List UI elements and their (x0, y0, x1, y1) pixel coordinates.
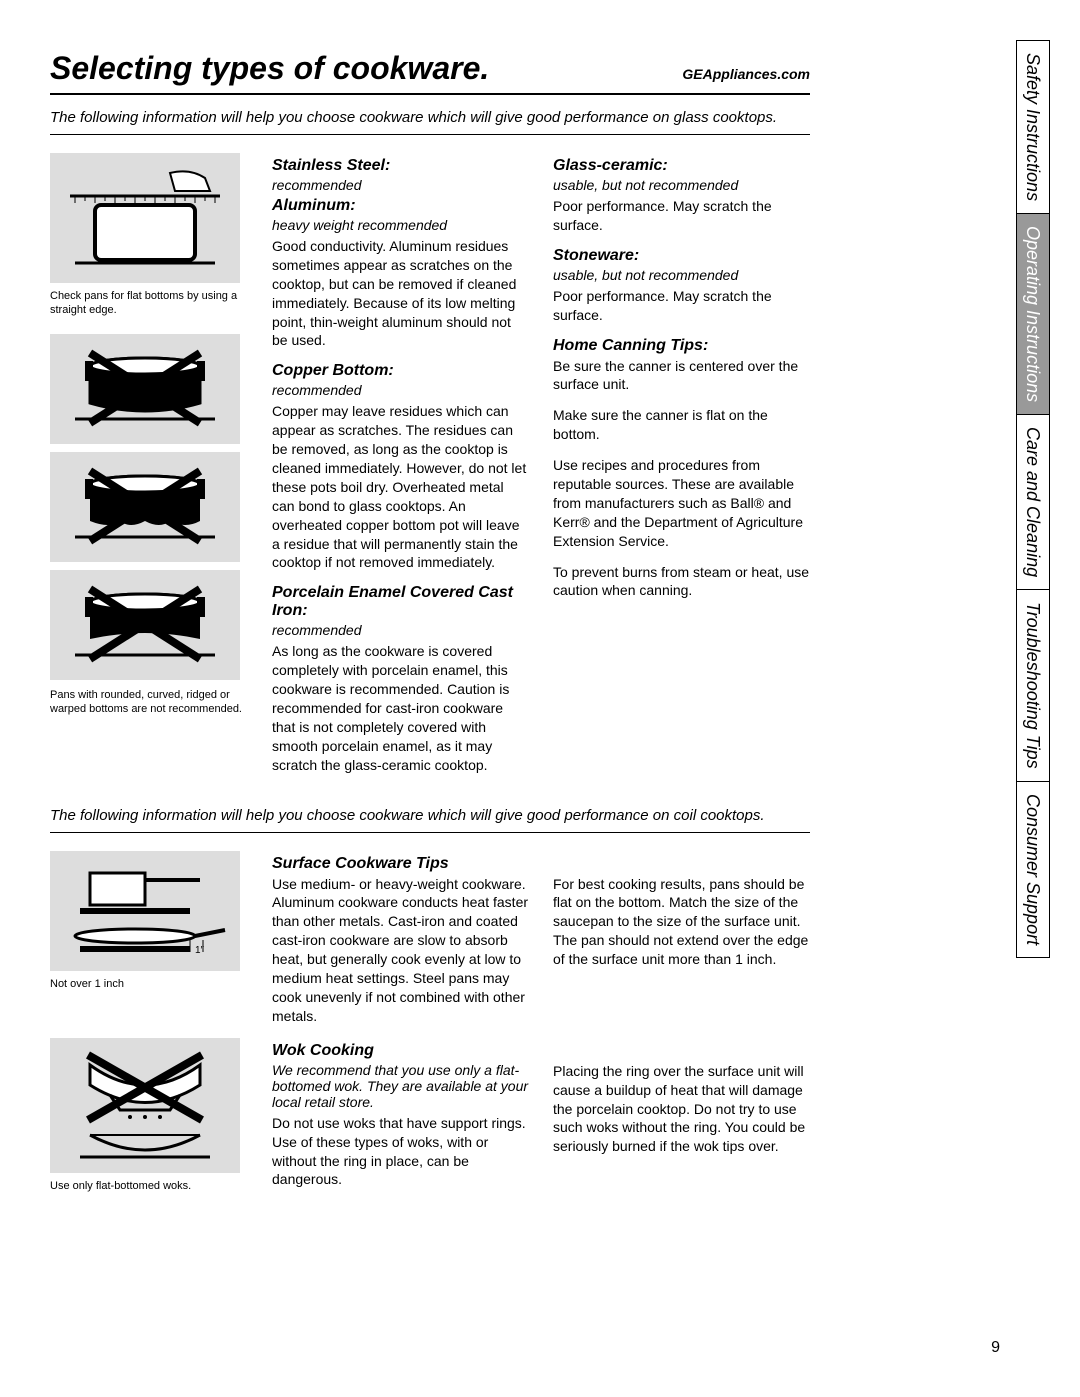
sub-stoneware: usable, but not recommended (553, 267, 810, 283)
body-aluminum: Good conductivity. Aluminum residues som… (272, 237, 529, 350)
h-glassceramic: Glass-ceramic: (553, 157, 810, 175)
h-porcelain: Porcelain Enamel Covered Cast Iron: (272, 584, 529, 620)
h-stoneware: Stoneware: (553, 247, 810, 265)
caption-bad: Pans with rounded, curved, ridged or war… (50, 688, 250, 717)
caption-wok: Use only flat-bottomed woks. (50, 1179, 250, 1193)
intro-coil: The following information will help you … (50, 807, 810, 824)
surface-row: 1″ Not over 1 inch Surface Cookware Tips… (50, 851, 810, 1038)
wok-row: Use only flat-bottomed woks. Wok Cooking… (50, 1038, 810, 1209)
intro-glass: The following information will help you … (50, 109, 810, 126)
h-aluminum: Aluminum: (272, 197, 529, 215)
figure-bad-pans (50, 334, 250, 680)
glass-col-1: Stainless Steel: recommended Aluminum: h… (272, 153, 529, 787)
figure-inch: 1″ (50, 851, 240, 971)
caption-inch: Not over 1 inch (50, 977, 250, 991)
figure-bad-1 (50, 334, 240, 444)
figure-bad-3 (50, 570, 240, 680)
tab-care[interactable]: Care and Cleaning (1016, 414, 1050, 589)
tab-troubleshooting[interactable]: Troubleshooting Tips (1016, 589, 1050, 781)
page-title: Selecting types of cookware. (50, 50, 489, 87)
canning-p4: To prevent burns from steam or heat, use… (553, 563, 810, 601)
figure-wok (50, 1038, 240, 1173)
glass-section: Check pans for flat bottoms by using a s… (50, 153, 810, 787)
sub-wok: We recommend that you use only a flat-bo… (272, 1062, 529, 1110)
surface-left: Use medium- or heavy-weight cookware. Al… (272, 875, 529, 1026)
side-tab-bar: Safety Instructions Operating Instructio… (1016, 40, 1050, 958)
divider-2 (50, 832, 810, 833)
tab-operating[interactable]: Operating Instructions (1016, 213, 1050, 414)
h-wok: Wok Cooking (272, 1042, 529, 1060)
sub-glassceramic: usable, but not recommended (553, 177, 810, 193)
wok-left: Do not use woks that have support rings.… (272, 1114, 529, 1190)
glass-col-2: Glass-ceramic: usable, but not recommend… (553, 153, 810, 787)
page-number: 9 (991, 1339, 1000, 1357)
page-content: Selecting types of cookware. GEAppliance… (0, 0, 870, 1259)
tab-safety[interactable]: Safety Instructions (1016, 40, 1050, 213)
divider (50, 134, 810, 135)
wok-right: Placing the ring over the surface unit w… (553, 1062, 810, 1156)
canning-p2: Make sure the canner is flat on the bott… (553, 406, 810, 444)
figure-bad-2 (50, 452, 240, 562)
sub-copper: recommended (272, 382, 529, 398)
figure-column: Check pans for flat bottoms by using a s… (50, 153, 250, 787)
surface-right: For best cooking results, pans should be… (553, 875, 810, 969)
body-copper: Copper may leave residues which can appe… (272, 402, 529, 572)
sub-aluminum: heavy weight recommended (272, 217, 529, 233)
body-stoneware: Poor performance. May scratch the surfac… (553, 287, 810, 325)
h-copper: Copper Bottom: (272, 362, 529, 380)
body-porcelain: As long as the cookware is covered compl… (272, 642, 529, 774)
sub-stainless: recommended (272, 177, 529, 193)
tab-support[interactable]: Consumer Support (1016, 781, 1050, 958)
brand-url: GEAppliances.com (682, 66, 810, 82)
page-header: Selecting types of cookware. GEAppliance… (50, 50, 810, 95)
body-glassceramic: Poor performance. May scratch the surfac… (553, 197, 810, 235)
caption-flat: Check pans for flat bottoms by using a s… (50, 289, 250, 318)
sub-porcelain: recommended (272, 622, 529, 638)
h-stainless: Stainless Steel: (272, 157, 529, 175)
canning-p1: Be sure the canner is centered over the … (553, 357, 810, 395)
canning-p3: Use recipes and procedures from reputabl… (553, 456, 810, 550)
h-canning: Home Canning Tips: (553, 337, 810, 355)
figure-flat-bottom (50, 153, 240, 283)
h-surface: Surface Cookware Tips (272, 855, 529, 873)
